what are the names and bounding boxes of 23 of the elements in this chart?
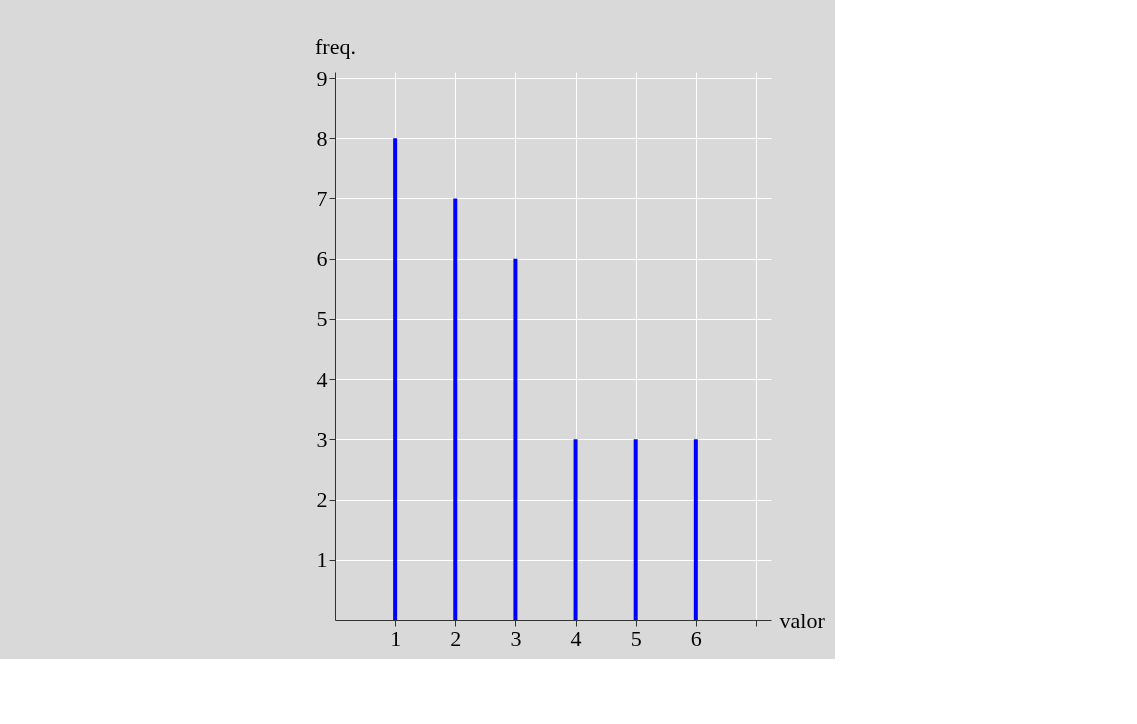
y-tick-label: 9: [316, 65, 328, 91]
y-axis-title: freq.: [315, 33, 356, 59]
bar: [393, 138, 398, 620]
y-tick-label: 1: [316, 547, 328, 573]
x-tick-label: 1: [390, 625, 402, 651]
x-tick-label: 6: [690, 625, 702, 651]
x-axis-title: valor: [779, 607, 826, 633]
bar: [513, 258, 518, 620]
y-tick-label: 8: [316, 125, 328, 151]
y-tick-label: 3: [316, 426, 328, 452]
y-tick-label: 2: [316, 487, 328, 513]
bar: [453, 198, 458, 620]
y-tick-label: 7: [316, 185, 328, 211]
x-tick-label: 4: [570, 625, 582, 651]
bar: [693, 439, 698, 620]
x-tick-label: 5: [630, 625, 642, 651]
x-tick-label: 2: [450, 625, 462, 651]
x-tick-label: 3: [510, 625, 522, 651]
bar: [573, 439, 578, 620]
y-tick-label: 4: [316, 366, 328, 392]
bar: [633, 439, 638, 620]
y-tick-label: 6: [316, 246, 328, 272]
y-tick-label: 5: [316, 306, 328, 332]
